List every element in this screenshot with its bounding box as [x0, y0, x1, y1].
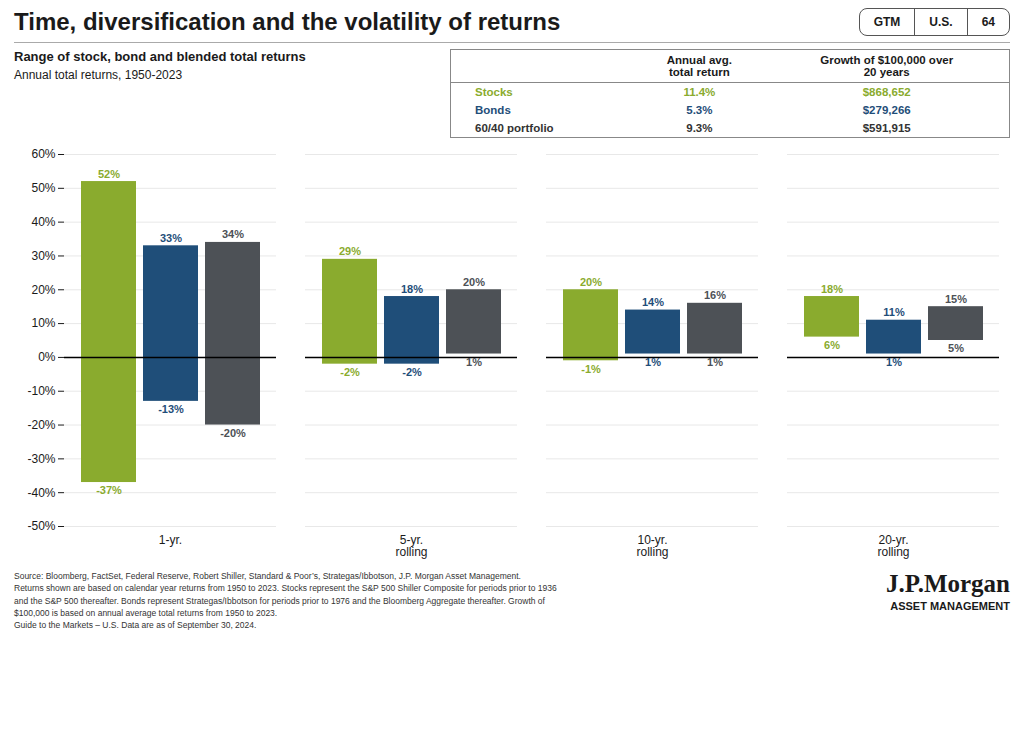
svg-text:-2%: -2% — [340, 366, 360, 378]
svg-text:16%: 16% — [704, 289, 726, 301]
svg-text:-13%: -13% — [158, 403, 184, 415]
svg-text:40%: 40% — [31, 215, 55, 229]
svg-text:1%: 1% — [645, 356, 661, 368]
svg-text:-2%: -2% — [402, 366, 422, 378]
html-text:11.4%: 11.4% — [683, 86, 716, 98]
svg-text:-10%: -10% — [27, 384, 55, 398]
svg-text:29%: 29% — [339, 245, 361, 257]
html-text:60/40 portfolio: 60/40 portfolio — [475, 122, 554, 134]
html-text:J.P.Morgan: J.P.Morgan — [885, 570, 1010, 597]
svg-text:5-yr.rolling: 5-yr.rolling — [395, 533, 427, 559]
svg-text:1%: 1% — [886, 356, 902, 368]
svg-text:-30%: -30% — [27, 452, 55, 466]
svg-text:-20%: -20% — [27, 418, 55, 432]
svg-text:5%: 5% — [948, 342, 964, 354]
svg-text:20%: 20% — [31, 283, 55, 297]
html-text:$591,915: $591,915 — [862, 122, 911, 134]
svg-text:20%: 20% — [580, 276, 602, 288]
svg-text:11%: 11% — [883, 306, 905, 318]
html-text:GTM: GTM — [873, 15, 901, 29]
svg-text:-1%: -1% — [581, 363, 601, 375]
svg-text:-40%: -40% — [27, 486, 55, 500]
svg-text:34%: 34% — [222, 228, 244, 240]
svg-text:60%: 60% — [31, 147, 55, 161]
svg-text:-20%: -20% — [220, 427, 246, 439]
svg-text:15%: 15% — [945, 293, 967, 305]
svg-text:10-yr.rolling: 10-yr.rolling — [636, 533, 668, 559]
svg-text:0%: 0% — [38, 350, 56, 364]
svg-text:30%: 30% — [31, 249, 55, 263]
html-text:9.3%: 9.3% — [686, 122, 713, 134]
svg-text:20-yr.rolling: 20-yr.rolling — [877, 533, 909, 559]
svg-text:6%: 6% — [824, 339, 840, 351]
svg-text:14%: 14% — [642, 296, 664, 308]
html-text:$279,266: $279,266 — [862, 104, 911, 116]
html-text:Range of stock, bond and blend: Range of stock, bond and blended total r… — [14, 49, 306, 64]
html-text:Source: Bloomberg, FactSet, Fe: Source: Bloomberg, FactSet, Federal Rese… — [14, 571, 557, 631]
svg-text:18%: 18% — [821, 283, 843, 295]
html-text:ASSET MANAGEMENT: ASSET MANAGEMENT — [890, 600, 1010, 612]
html-text:64: 64 — [981, 15, 995, 29]
html-text:Growth of $100,000 over 20 yea: Growth of $100,000 over 20 years — [820, 54, 954, 78]
svg-text:1%: 1% — [707, 356, 723, 368]
html-text:U.S.: U.S. — [929, 15, 953, 29]
html-text:Stocks: Stocks — [475, 86, 513, 98]
svg-text:20%: 20% — [463, 276, 485, 288]
html-text:$868,652: $868,652 — [862, 86, 911, 98]
svg-text:-37%: -37% — [96, 484, 122, 496]
html-text:Annual total returns, 1950-202: Annual total returns, 1950-2023 — [14, 68, 183, 82]
svg-text:1%: 1% — [466, 356, 482, 368]
svg-text:33%: 33% — [160, 232, 182, 244]
svg-text:18%: 18% — [401, 283, 423, 295]
html-text:Annual avg. total return: Annual avg. total return — [666, 54, 732, 78]
svg-text:50%: 50% — [31, 181, 55, 195]
svg-text:1-yr.: 1-yr. — [159, 533, 182, 547]
svg-text:-50%: -50% — [27, 519, 55, 533]
html-text:5.3%: 5.3% — [686, 104, 713, 116]
svg-text:52%: 52% — [98, 168, 120, 180]
html-text:Bonds: Bonds — [475, 104, 511, 116]
html-text:Time, diversification and the: Time, diversification and the volatility… — [14, 8, 561, 35]
svg-text:10%: 10% — [31, 316, 55, 330]
